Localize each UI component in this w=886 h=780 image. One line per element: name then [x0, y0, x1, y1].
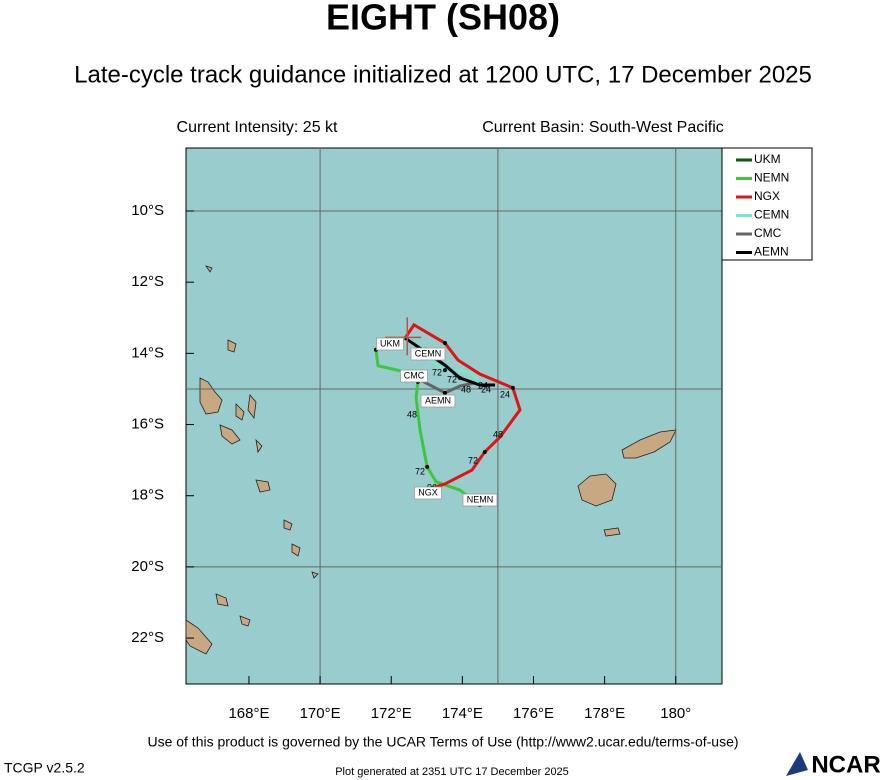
track-point	[442, 341, 447, 346]
lon-label: 180°	[660, 705, 691, 722]
legend-label: NEMN	[754, 171, 789, 185]
model-label-box	[414, 486, 442, 500]
lon-label: 170°E	[300, 705, 341, 722]
land	[185, 265, 677, 655]
model-label: AEMN	[425, 395, 451, 405]
model-label-box	[376, 337, 404, 351]
ocean	[185, 147, 723, 685]
legend	[721, 147, 813, 261]
legend-label: UKM	[754, 152, 781, 166]
legend-label: CEMN	[754, 208, 789, 222]
hour-label: 24	[478, 380, 488, 390]
logo: NCAR	[811, 751, 880, 778]
track-point	[425, 464, 430, 469]
intensity: Current Intensity: 25 kt	[177, 119, 339, 136]
model-label: CEMN	[415, 348, 442, 358]
lon-label: 178°E	[584, 705, 625, 722]
version: TCGP v2.5.2	[4, 760, 85, 776]
model-label: CMC	[404, 370, 425, 380]
hour-label: 72	[415, 466, 425, 476]
lat-label: 10°S	[131, 202, 164, 219]
track-point	[442, 368, 447, 373]
hour-label: 72	[432, 367, 442, 377]
legend-label: CMC	[754, 226, 782, 240]
lon-label: 172°E	[371, 705, 412, 722]
lat-label: 22°S	[131, 629, 164, 646]
track-point	[482, 449, 487, 454]
title: EIGHT (SH08)	[326, 0, 560, 38]
track-point	[442, 390, 447, 395]
lat-label: 18°S	[131, 487, 164, 504]
lat-label: 12°S	[131, 273, 164, 290]
logo-mark	[786, 752, 808, 776]
hour-label: 48	[493, 429, 503, 439]
lon-label: 168°E	[228, 705, 269, 722]
model-label-box	[462, 493, 498, 507]
model-label-box	[400, 369, 428, 383]
terms: Use of this product is governed by the U…	[147, 734, 738, 750]
hour-label: 24	[500, 389, 510, 399]
hour-label: 24	[481, 384, 491, 394]
model-label-box	[420, 394, 456, 408]
legend-label: NGX	[754, 189, 780, 203]
model-label: UKM	[380, 338, 400, 348]
track	[403, 322, 522, 490]
lon-label: 176°E	[513, 705, 554, 722]
hour-label: 72	[447, 374, 457, 384]
hour-label: 48	[407, 409, 417, 419]
model-label: NGX	[418, 487, 438, 497]
track-point	[510, 385, 515, 390]
lat-label: 14°S	[131, 344, 164, 361]
basin: Current Basin: South-West Pacific	[482, 119, 724, 136]
subtitle: Late-cycle track guidance initialized at…	[74, 61, 812, 88]
lat-label: 16°S	[131, 416, 164, 433]
lat-label: 20°S	[131, 558, 164, 575]
model-label: NEMN	[467, 494, 494, 504]
hour-label: 72	[468, 455, 478, 465]
hour-label: 48	[461, 384, 471, 394]
legend-label: AEMN	[754, 245, 789, 259]
generated: Plot generated at 2351 UTC 17 December 2…	[335, 766, 569, 778]
track-point	[457, 375, 462, 380]
lon-label: 174°E	[442, 705, 483, 722]
model-label-box	[410, 347, 446, 361]
